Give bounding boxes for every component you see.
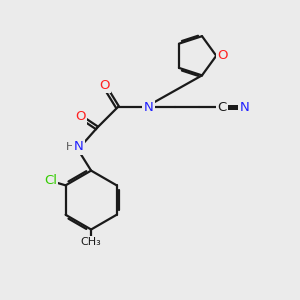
Text: C: C — [218, 101, 227, 114]
Text: N: N — [144, 101, 153, 114]
Text: N: N — [239, 101, 249, 114]
Text: O: O — [99, 79, 110, 92]
Text: H: H — [66, 142, 75, 152]
Text: N: N — [74, 140, 84, 153]
Text: O: O — [75, 110, 86, 123]
Text: O: O — [218, 49, 228, 62]
Text: Cl: Cl — [44, 174, 57, 188]
Text: CH₃: CH₃ — [81, 237, 101, 247]
